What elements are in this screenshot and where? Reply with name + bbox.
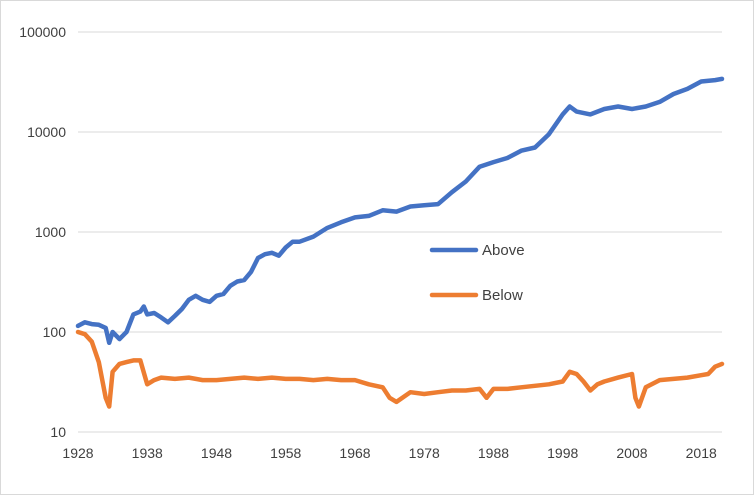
x-axis-tick-labels: 1928 1938 1948 1958 1968 1978 1988 1998 2008 2018 [62, 445, 717, 461]
y-tick-label: 100000 [19, 24, 66, 40]
legend: Above Below [429, 242, 525, 304]
x-tick-label: 1978 [409, 445, 440, 461]
x-tick-label: 2008 [616, 445, 647, 461]
y-tick-label: 10 [50, 424, 66, 440]
series-line-below [75, 329, 725, 409]
series-lines [75, 76, 725, 409]
x-tick-label: 1958 [270, 445, 301, 461]
gridlines [78, 31, 722, 433]
y-tick-label: 1000 [35, 224, 66, 240]
x-tick-label: 1948 [201, 445, 232, 461]
y-axis-tick-labels: 10 100 1000 10000 100000 [19, 24, 66, 440]
legend-label-above: Above [482, 242, 525, 259]
x-tick-label: 1968 [339, 445, 370, 461]
x-tick-label: 2018 [686, 445, 717, 461]
x-tick-label: 1938 [132, 445, 163, 461]
series-line-above [75, 76, 725, 346]
y-tick-label: 100 [43, 324, 67, 340]
x-tick-label: 1988 [478, 445, 509, 461]
x-tick-label: 1998 [547, 445, 578, 461]
x-tick-label: 1928 [62, 445, 93, 461]
legend-label-below: Below [482, 287, 523, 304]
y-tick-label: 10000 [27, 124, 66, 140]
